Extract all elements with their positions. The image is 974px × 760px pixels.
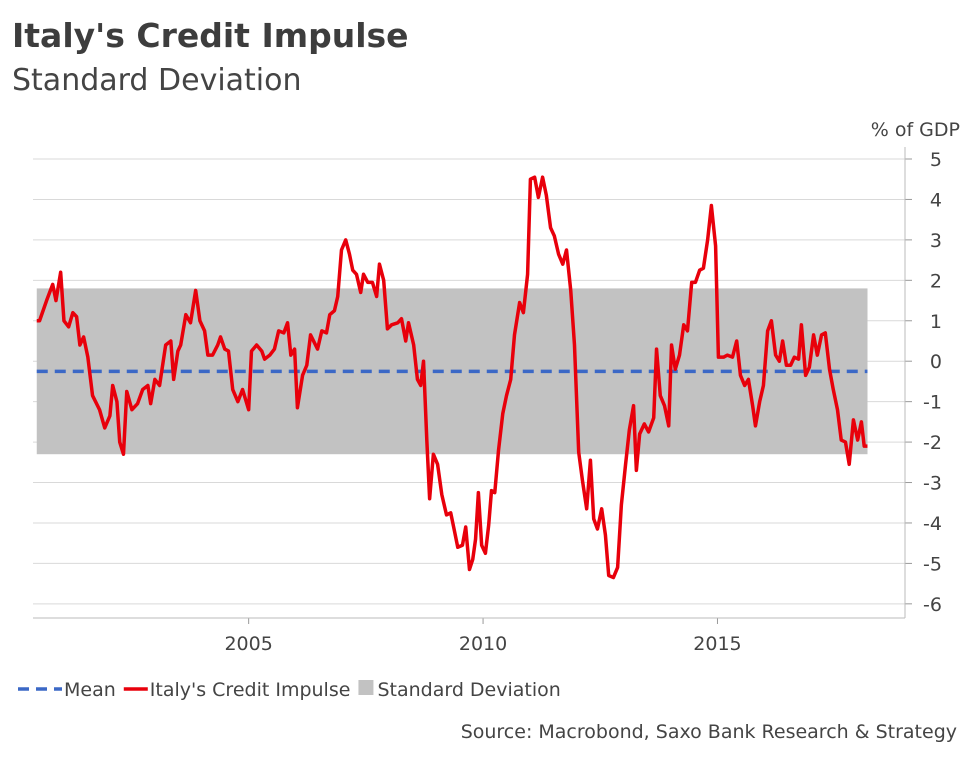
y-tick-label: -1 [923, 392, 942, 414]
source: Source: Macrobond, Saxo Bank Research & … [461, 721, 957, 743]
y-tick-label: 5 [930, 149, 942, 171]
legend-swatch [358, 680, 374, 695]
data-line [36, 175, 868, 580]
y-tick-label: 1 [930, 311, 942, 333]
y-tick-label: -4 [923, 513, 942, 535]
chart-title: Italy's Credit Impulse [12, 16, 409, 55]
legend-label: Standard Deviation [377, 679, 560, 701]
x-tick-label: 2005 [224, 633, 272, 655]
x-tick-label: 2015 [693, 633, 741, 655]
y-tick-label: 2 [930, 270, 942, 292]
y-tick-label: 0 [930, 351, 942, 373]
y-tick-label: 3 [930, 230, 942, 252]
y-axis-label: % of GDP [871, 119, 960, 141]
y-tick-label: -3 [923, 473, 942, 495]
y-tick-label: -5 [923, 553, 942, 575]
y-tick-label: -6 [923, 594, 942, 616]
y-tick-label: -2 [923, 432, 942, 454]
chart-subtitle: Standard Deviation [12, 63, 302, 98]
legend-label: Mean [64, 679, 116, 701]
legend-label: Italy's Credit Impulse [150, 679, 351, 701]
x-tick-label: 2010 [459, 633, 507, 655]
y-tick-label: 4 [930, 189, 942, 211]
